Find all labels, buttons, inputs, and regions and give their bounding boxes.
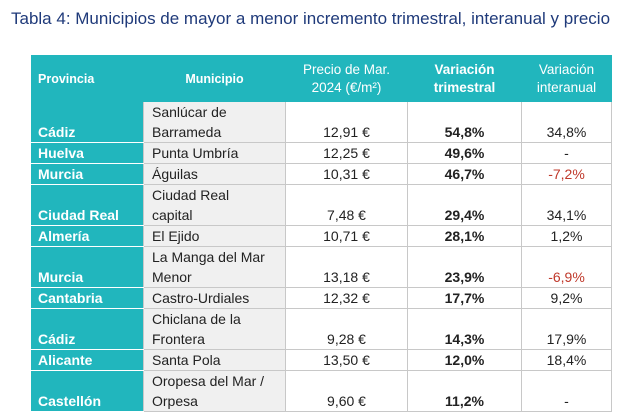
row-municipio-line2: Menor [152,269,192,285]
row-provincia: Murcia [31,163,144,185]
row-variacion-trimestral: 46,7% [407,163,522,185]
row-variacion-interanual: 9,2% [521,287,612,309]
row-provincia: Castellón [31,370,144,412]
row-variacion-trimestral: 12,0% [407,349,522,371]
header-provincia: Provincia [31,55,144,102]
row-variacion-interanual: -7,2% [521,163,612,185]
row-provincia: Alicante [31,349,144,371]
row-municipio: Chiclana de la Frontera [143,308,286,350]
row-precio: 10,71 € [285,225,408,247]
table-row: Cádiz Sanlúcar de Barrameda 12,91 € 54,8%… [31,101,612,143]
row-variacion-interanual: 34,8% [521,101,612,143]
table-row: Murcia Águilas 10,31 € 46,7% -7,2% [31,163,612,185]
header-variacion-interanual: Variación interanual [521,55,612,102]
table-row: Castellón Oropesa del Mar / Orpesa 9,60 €… [31,370,612,412]
row-variacion-trimestral: 17,7% [407,287,522,309]
row-precio: 7,48 € [285,184,408,226]
row-municipio: Santa Pola [143,349,286,371]
row-variacion-interanual: - [521,370,612,412]
row-variacion-trimestral: 29,4% [407,184,522,226]
table-row: Cantabria Castro-Urdiales 12,32 € 17,7% … [31,287,612,309]
header-trim-line1: Variación [434,61,495,77]
row-municipio-line2: Frontera [152,331,205,347]
row-precio: 10,31 € [285,163,408,185]
header-inter-line2: interanual [536,79,597,95]
page-title: Tabla 4: Municipios de mayor a menor inc… [11,9,611,28]
row-precio: 13,18 € [285,246,408,288]
row-municipio: Sanlúcar de Barrameda [143,101,286,143]
table-row: Almería El Ejido 10,71 € 28,1% 1,2% [31,225,612,247]
row-variacion-interanual: -6,9% [521,246,612,288]
header-precio: Precio de Mar. 2024 (€/m²) [285,55,408,102]
row-municipio-line2: Orpesa [152,393,198,409]
header-precio-line2: 2024 (€/m²) [311,79,382,95]
row-municipio: Águilas [143,163,286,185]
table-row: Alicante Santa Pola 13,50 € 12,0% 18,4% [31,349,612,371]
row-precio: 9,60 € [285,370,408,412]
row-variacion-interanual: 18,4% [521,349,612,371]
municipalities-table: Provincia Municipio Precio de Mar. 2024 … [31,55,612,412]
row-variacion-trimestral: 49,6% [407,142,522,164]
row-municipio: La Manga del Mar Menor [143,246,286,288]
row-municipio-line1: Sanlúcar de [152,104,227,120]
row-municipio: Punta Umbría [143,142,286,164]
row-variacion-interanual: 17,9% [521,308,612,350]
row-precio: 12,32 € [285,287,408,309]
row-municipio-line2: Barrameda [152,124,222,140]
row-provincia: Cádiz [31,101,144,143]
row-municipio: El Ejido [143,225,286,247]
row-provincia: Huelva [31,142,144,164]
row-municipio-line1: Oropesa del Mar / [152,373,265,389]
row-provincia: Ciudad Real [31,184,144,226]
row-variacion-trimestral: 54,8% [407,101,522,143]
row-variacion-trimestral: 28,1% [407,225,522,247]
row-precio: 9,28 € [285,308,408,350]
row-variacion-trimestral: 11,2% [407,370,522,412]
row-municipio-line1: Chiclana de la [152,311,241,327]
row-precio: 13,50 € [285,349,408,371]
row-provincia: Murcia [31,246,144,288]
row-precio: 12,25 € [285,142,408,164]
row-variacion-trimestral: 23,9% [407,246,522,288]
header-municipio: Municipio [143,55,286,102]
row-variacion-interanual: 34,1% [521,184,612,226]
row-variacion-interanual: 1,2% [521,225,612,247]
header-precio-line1: Precio de Mar. [302,61,391,77]
table-row: Cádiz Chiclana de la Frontera 9,28 € 14,3… [31,308,612,350]
row-variacion-trimestral: 14,3% [407,308,522,350]
table-row: Ciudad Real Ciudad Real capital 7,48 € 29… [31,184,612,226]
header-inter-line1: Variación [538,61,595,77]
row-municipio-line1: La Manga del Mar [152,249,265,265]
row-municipio-line2: capital [152,207,193,223]
row-municipio-line1: Ciudad Real [152,187,230,203]
row-variacion-interanual: - [521,142,612,164]
table-header-row: Provincia Municipio Precio de Mar. 2024 … [31,55,612,102]
row-municipio: Oropesa del Mar / Orpesa [143,370,286,412]
table-row: Murcia La Manga del Mar Menor 13,18 € 23,… [31,246,612,288]
row-provincia: Cantabria [31,287,144,309]
header-variacion-trimestral: Variación trimestral [407,55,522,102]
row-municipio: Ciudad Real capital [143,184,286,226]
row-municipio: Castro-Urdiales [143,287,286,309]
row-provincia: Almería [31,225,144,247]
header-trim-line2: trimestral [433,79,496,95]
row-provincia: Cádiz [31,308,144,350]
row-precio: 12,91 € [285,101,408,143]
table-row: Huelva Punta Umbría 12,25 € 49,6% - [31,142,612,164]
